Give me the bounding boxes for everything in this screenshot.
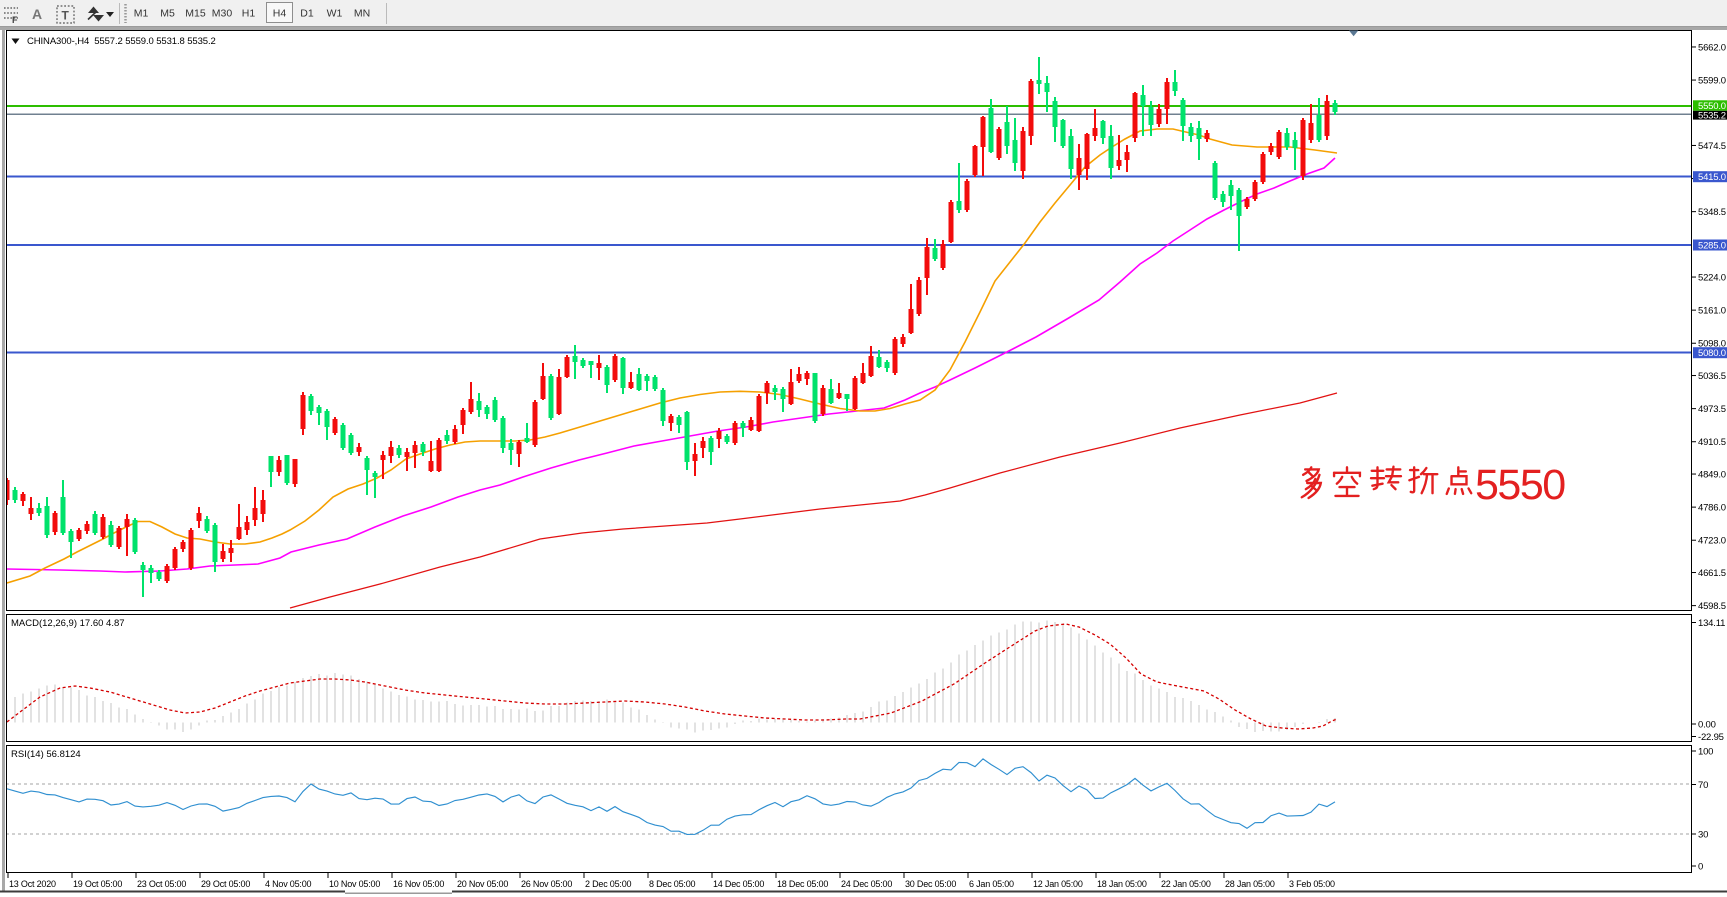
svg-text:5474.5: 5474.5 bbox=[1698, 141, 1726, 152]
svg-text:134.11: 134.11 bbox=[1698, 618, 1725, 629]
svg-text:70: 70 bbox=[1698, 780, 1708, 791]
svg-text:0: 0 bbox=[1698, 861, 1703, 872]
svg-text:30: 30 bbox=[1698, 829, 1708, 840]
svg-text:4849.0: 4849.0 bbox=[1698, 469, 1726, 480]
svg-text:5348.5: 5348.5 bbox=[1698, 207, 1726, 218]
svg-text:5224.0: 5224.0 bbox=[1698, 272, 1726, 283]
svg-text:4910.5: 4910.5 bbox=[1698, 437, 1726, 448]
svg-text:5662.0: 5662.0 bbox=[1698, 42, 1726, 53]
svg-text:14 Dec 05:00: 14 Dec 05:00 bbox=[713, 879, 764, 889]
svg-text:4973.5: 4973.5 bbox=[1698, 404, 1726, 415]
svg-text:M15: M15 bbox=[185, 8, 206, 20]
svg-text:-22.95: -22.95 bbox=[1698, 732, 1724, 743]
svg-text:6 Jan 05:00: 6 Jan 05:00 bbox=[969, 879, 1014, 889]
svg-text:5535.2: 5535.2 bbox=[1698, 111, 1726, 122]
svg-text:20 Nov 05:00: 20 Nov 05:00 bbox=[457, 879, 508, 889]
svg-text:12 Jan 05:00: 12 Jan 05:00 bbox=[1033, 879, 1083, 889]
svg-text:CHINA300-,H4 5557.2 5559.0 55: CHINA300-,H4 5557.2 5559.0 5531.8 5535.2 bbox=[27, 36, 216, 47]
svg-text:5080.0: 5080.0 bbox=[1698, 348, 1726, 359]
svg-text:M30: M30 bbox=[212, 8, 233, 20]
svg-text:24 Dec 05:00: 24 Dec 05:00 bbox=[841, 879, 892, 889]
svg-text:5285.0: 5285.0 bbox=[1698, 240, 1726, 251]
svg-text:30 Dec 05:00: 30 Dec 05:00 bbox=[905, 879, 956, 889]
svg-text:RSI(14) 56.8124: RSI(14) 56.8124 bbox=[11, 749, 81, 760]
svg-text:13 Oct 2020: 13 Oct 2020 bbox=[9, 879, 56, 889]
svg-text:16 Nov 05:00: 16 Nov 05:00 bbox=[393, 879, 444, 889]
svg-text:29 Oct 05:00: 29 Oct 05:00 bbox=[201, 879, 250, 889]
svg-text:100: 100 bbox=[1698, 746, 1713, 757]
svg-text:MACD(12,26,9) 17.60 4.87: MACD(12,26,9) 17.60 4.87 bbox=[11, 618, 125, 629]
svg-text:4786.0: 4786.0 bbox=[1698, 503, 1726, 514]
svg-text:10 Nov 05:00: 10 Nov 05:00 bbox=[329, 879, 380, 889]
svg-text:26 Nov 05:00: 26 Nov 05:00 bbox=[521, 879, 572, 889]
svg-text:D1: D1 bbox=[300, 8, 314, 20]
svg-text:4 Nov 05:00: 4 Nov 05:00 bbox=[265, 879, 312, 889]
svg-text:5098.0: 5098.0 bbox=[1698, 339, 1726, 350]
svg-text:5036.5: 5036.5 bbox=[1698, 371, 1726, 382]
svg-text:22 Jan 05:00: 22 Jan 05:00 bbox=[1161, 879, 1211, 889]
svg-text:T: T bbox=[62, 9, 70, 23]
svg-text:MN: MN bbox=[354, 8, 370, 20]
svg-text:5161.0: 5161.0 bbox=[1698, 306, 1726, 317]
svg-text:M5: M5 bbox=[160, 8, 175, 20]
svg-text:5550: 5550 bbox=[1475, 461, 1565, 509]
svg-text:23 Oct 05:00: 23 Oct 05:00 bbox=[137, 879, 186, 889]
svg-text:18 Dec 05:00: 18 Dec 05:00 bbox=[777, 879, 828, 889]
svg-text:5550.0: 5550.0 bbox=[1698, 101, 1726, 112]
svg-text:M1: M1 bbox=[134, 8, 149, 20]
svg-text:2 Dec 05:00: 2 Dec 05:00 bbox=[585, 879, 632, 889]
svg-text:H4: H4 bbox=[273, 8, 287, 20]
svg-text:F: F bbox=[12, 15, 18, 25]
svg-text:5599.0: 5599.0 bbox=[1698, 75, 1726, 86]
svg-text:4723.0: 4723.0 bbox=[1698, 536, 1726, 547]
svg-text:5415.0: 5415.0 bbox=[1698, 172, 1726, 183]
svg-text:0.00: 0.00 bbox=[1698, 719, 1716, 730]
svg-text:19 Oct 05:00: 19 Oct 05:00 bbox=[73, 879, 122, 889]
svg-text:H1: H1 bbox=[242, 8, 256, 20]
svg-text:3 Feb 05:00: 3 Feb 05:00 bbox=[1289, 879, 1335, 889]
svg-text:W1: W1 bbox=[327, 8, 343, 20]
svg-text:A: A bbox=[32, 6, 42, 22]
svg-text:4661.5: 4661.5 bbox=[1698, 568, 1726, 579]
svg-text:28 Jan 05:00: 28 Jan 05:00 bbox=[1225, 879, 1275, 889]
svg-text:18 Jan 05:00: 18 Jan 05:00 bbox=[1097, 879, 1147, 889]
svg-text:8 Dec 05:00: 8 Dec 05:00 bbox=[649, 879, 696, 889]
svg-text:4598.5: 4598.5 bbox=[1698, 601, 1726, 612]
